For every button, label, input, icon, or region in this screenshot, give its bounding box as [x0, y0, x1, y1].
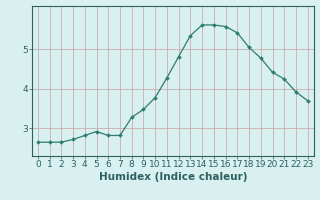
X-axis label: Humidex (Indice chaleur): Humidex (Indice chaleur) [99, 172, 247, 182]
